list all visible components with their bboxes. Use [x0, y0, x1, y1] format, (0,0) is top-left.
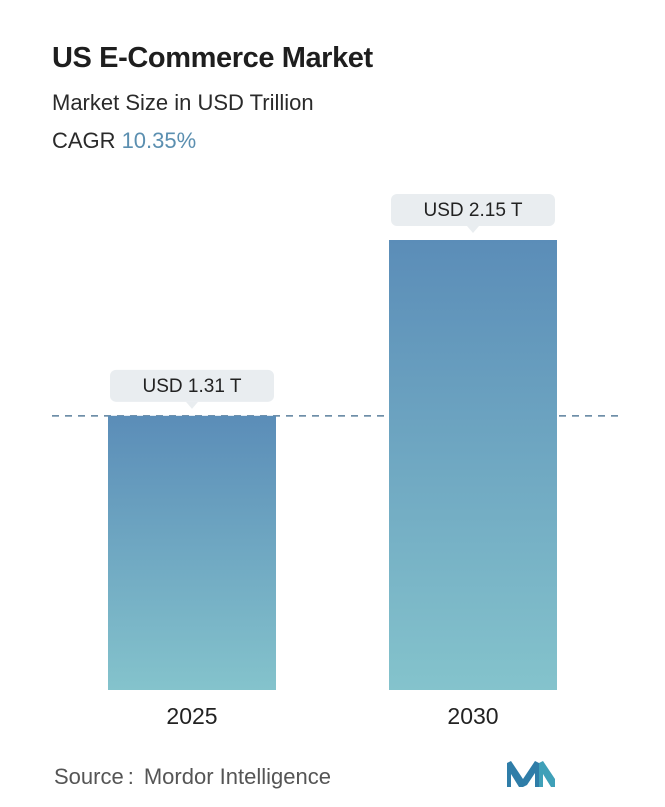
callout-pointer [467, 226, 479, 233]
chart-title: US E-Commerce Market [52, 42, 373, 74]
callout-box [110, 369, 274, 402]
source-colon: : [127, 764, 134, 789]
data-label-callout-2030: USD 2.15 T [391, 194, 555, 233]
source-label: Source [54, 764, 124, 789]
x-tick-label-2025: 2025 [166, 703, 217, 729]
chart-subtitle: Market Size in USD Trillion [52, 90, 314, 115]
cagr-label: CAGR [52, 128, 116, 153]
cagr-value: 10.35% [121, 128, 197, 153]
source-line: Source: Mordor Intelligence [54, 764, 331, 790]
x-tick-label-2030: 2030 [447, 703, 498, 729]
cagr-line: CAGR 10.35% [52, 128, 196, 154]
data-label-2030: USD 2.15 T [424, 200, 523, 221]
bar-2030 [389, 240, 557, 690]
source-name: Mordor Intelligence [143, 764, 331, 789]
callout-box [391, 194, 555, 226]
data-label-callout-2025: USD 1.31 T [110, 369, 274, 409]
callout-pointer [186, 401, 198, 409]
data-label-2025: USD 1.31 T [143, 376, 242, 397]
mordor-intelligence-logo-icon [507, 761, 555, 787]
bar-2025 [108, 415, 276, 690]
